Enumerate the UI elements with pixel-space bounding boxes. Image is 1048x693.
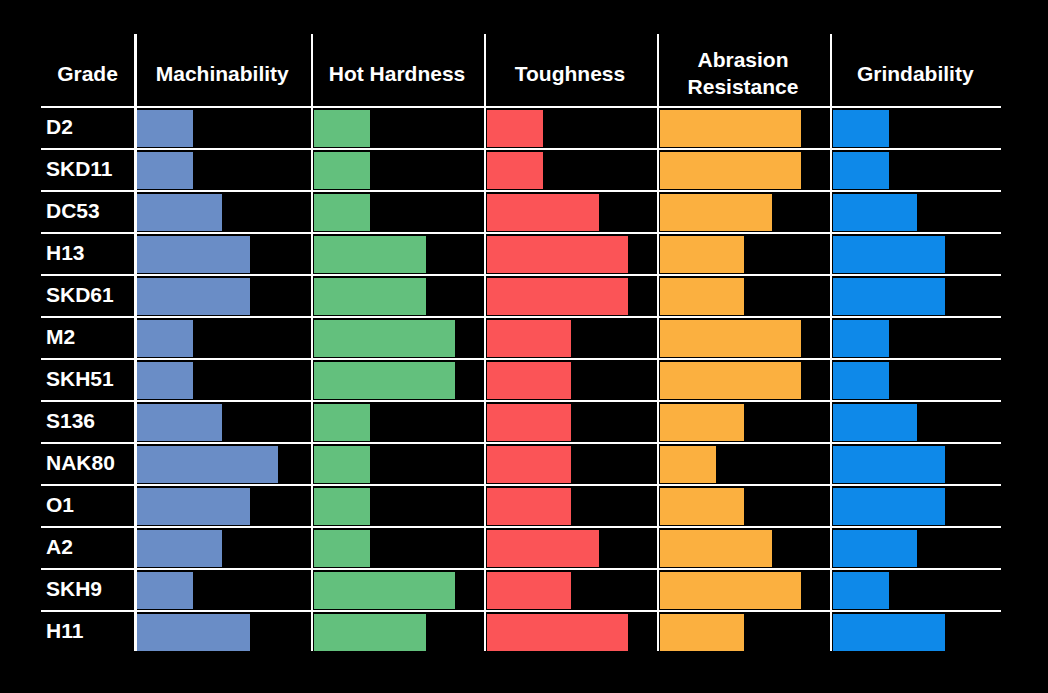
bar-grindability-s136 bbox=[833, 404, 918, 441]
row-separator-line bbox=[41, 484, 1001, 486]
bar-toughness-skh51 bbox=[487, 362, 572, 399]
bar-machinability-dc53 bbox=[137, 194, 222, 231]
bar-abrasion-resistance-skd61 bbox=[660, 278, 745, 315]
bar-hot-hardness-m2 bbox=[314, 320, 455, 357]
bar-machinability-h11 bbox=[137, 614, 250, 651]
grade-label-skh9: SKH9 bbox=[46, 568, 132, 610]
row-separator-line bbox=[41, 148, 1001, 150]
steel-grade-property-comparison-chart: GradeMachinabilityHot HardnessToughnessA… bbox=[41, 34, 1001, 652]
bar-toughness-skh9 bbox=[487, 572, 572, 609]
bar-hot-hardness-skd11 bbox=[314, 152, 370, 189]
column-header-abrasion-resistance: Abrasion Resistance bbox=[657, 34, 830, 106]
bar-machinability-nak80 bbox=[137, 446, 278, 483]
bar-grindability-dc53 bbox=[833, 194, 918, 231]
grade-label-m2: M2 bbox=[46, 316, 132, 358]
bar-machinability-h13 bbox=[137, 236, 250, 273]
column-header-hot-hardness: Hot Hardness bbox=[311, 34, 484, 106]
bar-abrasion-resistance-o1 bbox=[660, 488, 745, 525]
grade-label-s136: S136 bbox=[46, 400, 132, 442]
bar-abrasion-resistance-dc53 bbox=[660, 194, 773, 231]
bar-hot-hardness-skd61 bbox=[314, 278, 427, 315]
bar-toughness-skd61 bbox=[487, 278, 628, 315]
bar-abrasion-resistance-skh9 bbox=[660, 572, 801, 609]
grade-label-skh51: SKH51 bbox=[46, 358, 132, 400]
bar-grindability-h11 bbox=[833, 614, 946, 651]
bar-machinability-o1 bbox=[137, 488, 250, 525]
bar-toughness-o1 bbox=[487, 488, 572, 525]
bar-grindability-nak80 bbox=[833, 446, 946, 483]
bar-grindability-h13 bbox=[833, 236, 946, 273]
grade-label-o1: O1 bbox=[46, 484, 132, 526]
bar-hot-hardness-skh51 bbox=[314, 362, 455, 399]
grade-label-a2: A2 bbox=[46, 526, 132, 568]
bar-machinability-skh51 bbox=[137, 362, 193, 399]
row-separator-line bbox=[41, 610, 1001, 612]
bar-grindability-skd11 bbox=[833, 152, 889, 189]
bar-toughness-d2 bbox=[487, 110, 543, 147]
bar-machinability-a2 bbox=[137, 530, 222, 567]
row-separator-line bbox=[41, 400, 1001, 402]
row-separator-line bbox=[41, 316, 1001, 318]
bar-toughness-h11 bbox=[487, 614, 628, 651]
bar-hot-hardness-nak80 bbox=[314, 446, 370, 483]
bar-toughness-h13 bbox=[487, 236, 628, 273]
bar-grindability-skd61 bbox=[833, 278, 946, 315]
bar-machinability-skh9 bbox=[137, 572, 193, 609]
grade-label-nak80: NAK80 bbox=[46, 442, 132, 484]
bar-hot-hardness-s136 bbox=[314, 404, 370, 441]
bar-toughness-dc53 bbox=[487, 194, 600, 231]
bar-machinability-d2 bbox=[137, 110, 193, 147]
bar-abrasion-resistance-a2 bbox=[660, 530, 773, 567]
bar-hot-hardness-h11 bbox=[314, 614, 427, 651]
bar-abrasion-resistance-m2 bbox=[660, 320, 801, 357]
bar-grindability-o1 bbox=[833, 488, 946, 525]
bar-toughness-a2 bbox=[487, 530, 600, 567]
column-header-machinability: Machinability bbox=[134, 34, 311, 106]
bar-hot-hardness-o1 bbox=[314, 488, 370, 525]
bar-grindability-a2 bbox=[833, 530, 918, 567]
bar-toughness-skd11 bbox=[487, 152, 543, 189]
column-header-grade: Grade bbox=[41, 34, 134, 106]
bar-abrasion-resistance-skh51 bbox=[660, 362, 801, 399]
header-underline bbox=[41, 106, 1001, 108]
bar-hot-hardness-a2 bbox=[314, 530, 370, 567]
row-separator-line bbox=[41, 442, 1001, 444]
bar-grindability-d2 bbox=[833, 110, 889, 147]
bar-toughness-s136 bbox=[487, 404, 572, 441]
grade-label-h13: H13 bbox=[46, 232, 132, 274]
bar-toughness-m2 bbox=[487, 320, 572, 357]
bar-abrasion-resistance-d2 bbox=[660, 110, 801, 147]
bar-machinability-skd61 bbox=[137, 278, 250, 315]
row-separator-line bbox=[41, 358, 1001, 360]
bar-hot-hardness-dc53 bbox=[314, 194, 370, 231]
column-header-toughness: Toughness bbox=[484, 34, 657, 106]
bar-grindability-skh9 bbox=[833, 572, 889, 609]
row-separator-line bbox=[41, 274, 1001, 276]
bar-hot-hardness-d2 bbox=[314, 110, 370, 147]
grade-label-h11: H11 bbox=[46, 610, 132, 652]
bar-machinability-m2 bbox=[137, 320, 193, 357]
bar-abrasion-resistance-skd11 bbox=[660, 152, 801, 189]
grade-label-skd11: SKD11 bbox=[46, 148, 132, 190]
bar-abrasion-resistance-h11 bbox=[660, 614, 745, 651]
bar-toughness-nak80 bbox=[487, 446, 572, 483]
bar-abrasion-resistance-h13 bbox=[660, 236, 745, 273]
bar-grindability-skh51 bbox=[833, 362, 889, 399]
row-separator-line bbox=[41, 232, 1001, 234]
bar-machinability-s136 bbox=[137, 404, 222, 441]
bar-abrasion-resistance-s136 bbox=[660, 404, 745, 441]
grade-label-d2: D2 bbox=[46, 106, 132, 148]
grade-label-dc53: DC53 bbox=[46, 190, 132, 232]
bar-hot-hardness-skh9 bbox=[314, 572, 455, 609]
row-separator-line bbox=[41, 568, 1001, 570]
row-separator-line bbox=[41, 526, 1001, 528]
row-separator-line bbox=[41, 190, 1001, 192]
bar-machinability-skd11 bbox=[137, 152, 193, 189]
bar-grindability-m2 bbox=[833, 320, 889, 357]
bar-abrasion-resistance-nak80 bbox=[660, 446, 716, 483]
column-header-grindability: Grindability bbox=[830, 34, 1002, 106]
grade-label-skd61: SKD61 bbox=[46, 274, 132, 316]
bar-hot-hardness-h13 bbox=[314, 236, 427, 273]
